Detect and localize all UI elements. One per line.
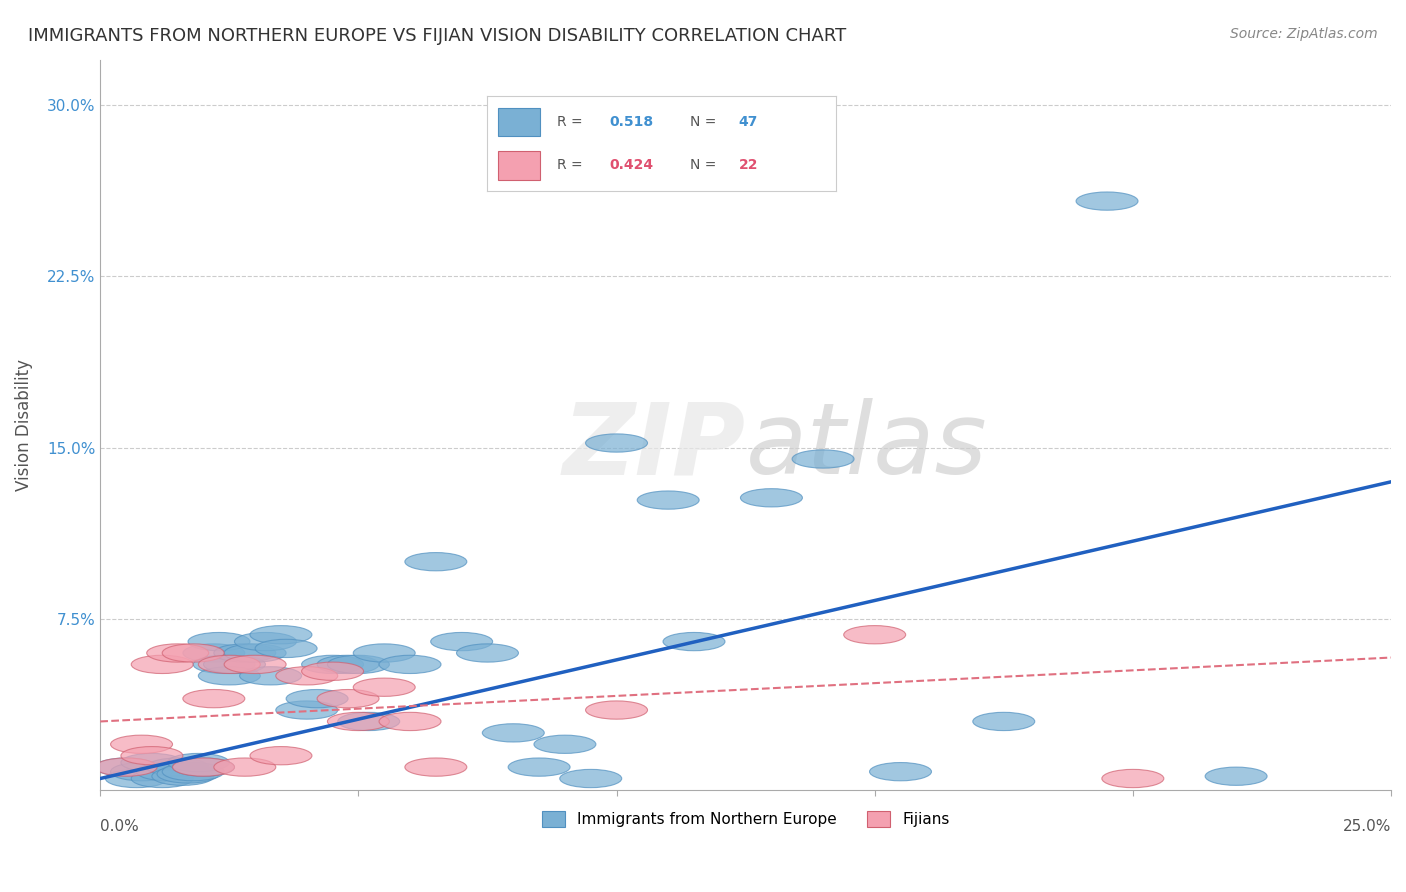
Ellipse shape	[167, 754, 229, 772]
Ellipse shape	[131, 656, 193, 673]
Ellipse shape	[214, 644, 276, 662]
Ellipse shape	[508, 758, 569, 776]
Ellipse shape	[585, 434, 648, 452]
Ellipse shape	[111, 763, 173, 780]
Ellipse shape	[250, 625, 312, 644]
Ellipse shape	[121, 754, 183, 772]
Ellipse shape	[214, 758, 276, 776]
Y-axis label: Vision Disability: Vision Disability	[15, 359, 32, 491]
Ellipse shape	[844, 625, 905, 644]
Ellipse shape	[353, 644, 415, 662]
Ellipse shape	[637, 491, 699, 509]
Ellipse shape	[173, 758, 235, 776]
Ellipse shape	[198, 666, 260, 685]
Ellipse shape	[235, 632, 297, 650]
Ellipse shape	[430, 632, 492, 650]
Ellipse shape	[224, 656, 285, 673]
Text: IMMIGRANTS FROM NORTHERN EUROPE VS FIJIAN VISION DISABILITY CORRELATION CHART: IMMIGRANTS FROM NORTHERN EUROPE VS FIJIA…	[28, 27, 846, 45]
Ellipse shape	[973, 713, 1035, 731]
Ellipse shape	[198, 656, 260, 673]
Ellipse shape	[560, 770, 621, 788]
Ellipse shape	[121, 747, 183, 764]
Ellipse shape	[96, 758, 157, 776]
Ellipse shape	[224, 644, 285, 662]
Ellipse shape	[1102, 770, 1164, 788]
Ellipse shape	[162, 644, 224, 662]
Ellipse shape	[146, 758, 208, 776]
Ellipse shape	[250, 747, 312, 764]
Ellipse shape	[105, 770, 167, 788]
Ellipse shape	[302, 656, 364, 673]
Text: ZIP: ZIP	[562, 398, 745, 495]
Ellipse shape	[457, 644, 519, 662]
Ellipse shape	[792, 450, 853, 468]
Ellipse shape	[146, 644, 208, 662]
Ellipse shape	[337, 713, 399, 731]
Ellipse shape	[741, 489, 803, 507]
Text: Source: ZipAtlas.com: Source: ZipAtlas.com	[1230, 27, 1378, 41]
Ellipse shape	[183, 690, 245, 707]
Ellipse shape	[285, 690, 349, 707]
Ellipse shape	[405, 552, 467, 571]
Ellipse shape	[188, 632, 250, 650]
Ellipse shape	[328, 713, 389, 731]
Ellipse shape	[380, 713, 441, 731]
Ellipse shape	[173, 758, 235, 776]
Text: atlas: atlas	[745, 398, 987, 495]
Ellipse shape	[1205, 767, 1267, 785]
Ellipse shape	[193, 656, 254, 673]
Legend: Immigrants from Northern Europe, Fijians: Immigrants from Northern Europe, Fijians	[536, 805, 956, 833]
Ellipse shape	[183, 644, 245, 662]
Ellipse shape	[318, 656, 380, 673]
Text: 0.0%: 0.0%	[100, 819, 139, 834]
Ellipse shape	[157, 764, 219, 783]
Ellipse shape	[276, 701, 337, 719]
Text: 25.0%: 25.0%	[1343, 819, 1391, 834]
Ellipse shape	[254, 640, 318, 657]
Ellipse shape	[204, 656, 266, 673]
Ellipse shape	[534, 735, 596, 754]
Ellipse shape	[482, 723, 544, 742]
Ellipse shape	[111, 735, 173, 754]
Ellipse shape	[328, 656, 389, 673]
Ellipse shape	[136, 763, 198, 780]
Ellipse shape	[152, 767, 214, 785]
Ellipse shape	[302, 662, 364, 681]
Ellipse shape	[380, 656, 441, 673]
Ellipse shape	[239, 666, 302, 685]
Ellipse shape	[353, 678, 415, 697]
Ellipse shape	[162, 763, 224, 780]
Ellipse shape	[276, 666, 337, 685]
Ellipse shape	[318, 690, 380, 707]
Ellipse shape	[131, 770, 193, 788]
Ellipse shape	[869, 763, 932, 780]
Ellipse shape	[405, 758, 467, 776]
Ellipse shape	[96, 758, 157, 776]
Ellipse shape	[1076, 192, 1137, 211]
Ellipse shape	[585, 701, 648, 719]
Ellipse shape	[664, 632, 725, 650]
